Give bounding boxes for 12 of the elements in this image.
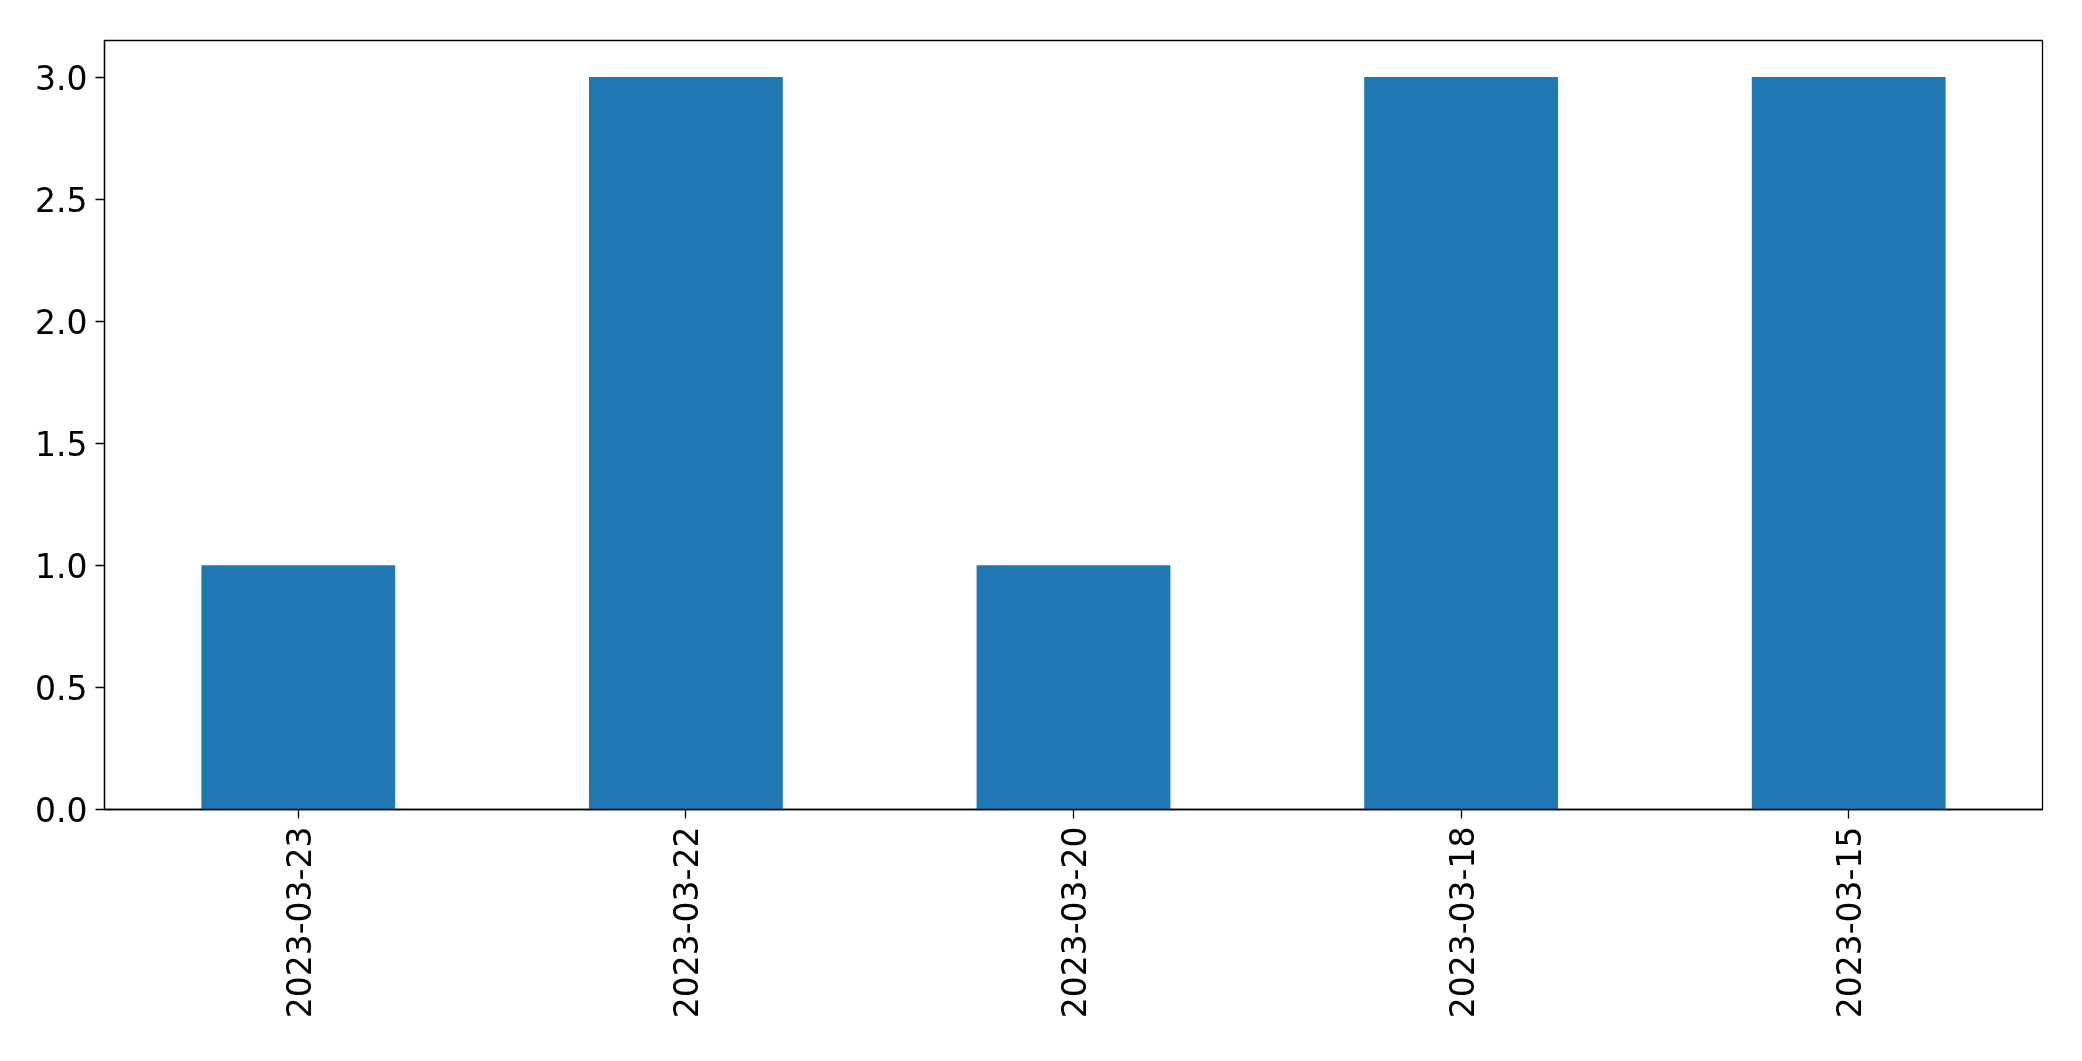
- y-tick-label: 3.0: [35, 58, 88, 98]
- y-tick-label: 1.5: [35, 424, 88, 464]
- x-tick-label: 2023-03-20: [1055, 826, 1094, 1019]
- x-tick-label: 2023-03-22: [667, 826, 707, 1019]
- y-tick-label: 0.0: [35, 791, 88, 830]
- x-tick-label: 2023-03-18: [1442, 826, 1482, 1019]
- x-tick-label: 2023-03-15: [1830, 826, 1870, 1019]
- y-tick-label: 2.5: [35, 180, 88, 220]
- y-tick-label: 2.0: [35, 302, 88, 342]
- x-tick-label: 2023-03-23: [279, 826, 319, 1019]
- y-tick-label: 1.0: [35, 546, 88, 586]
- y-tick-label: 0.5: [35, 668, 88, 708]
